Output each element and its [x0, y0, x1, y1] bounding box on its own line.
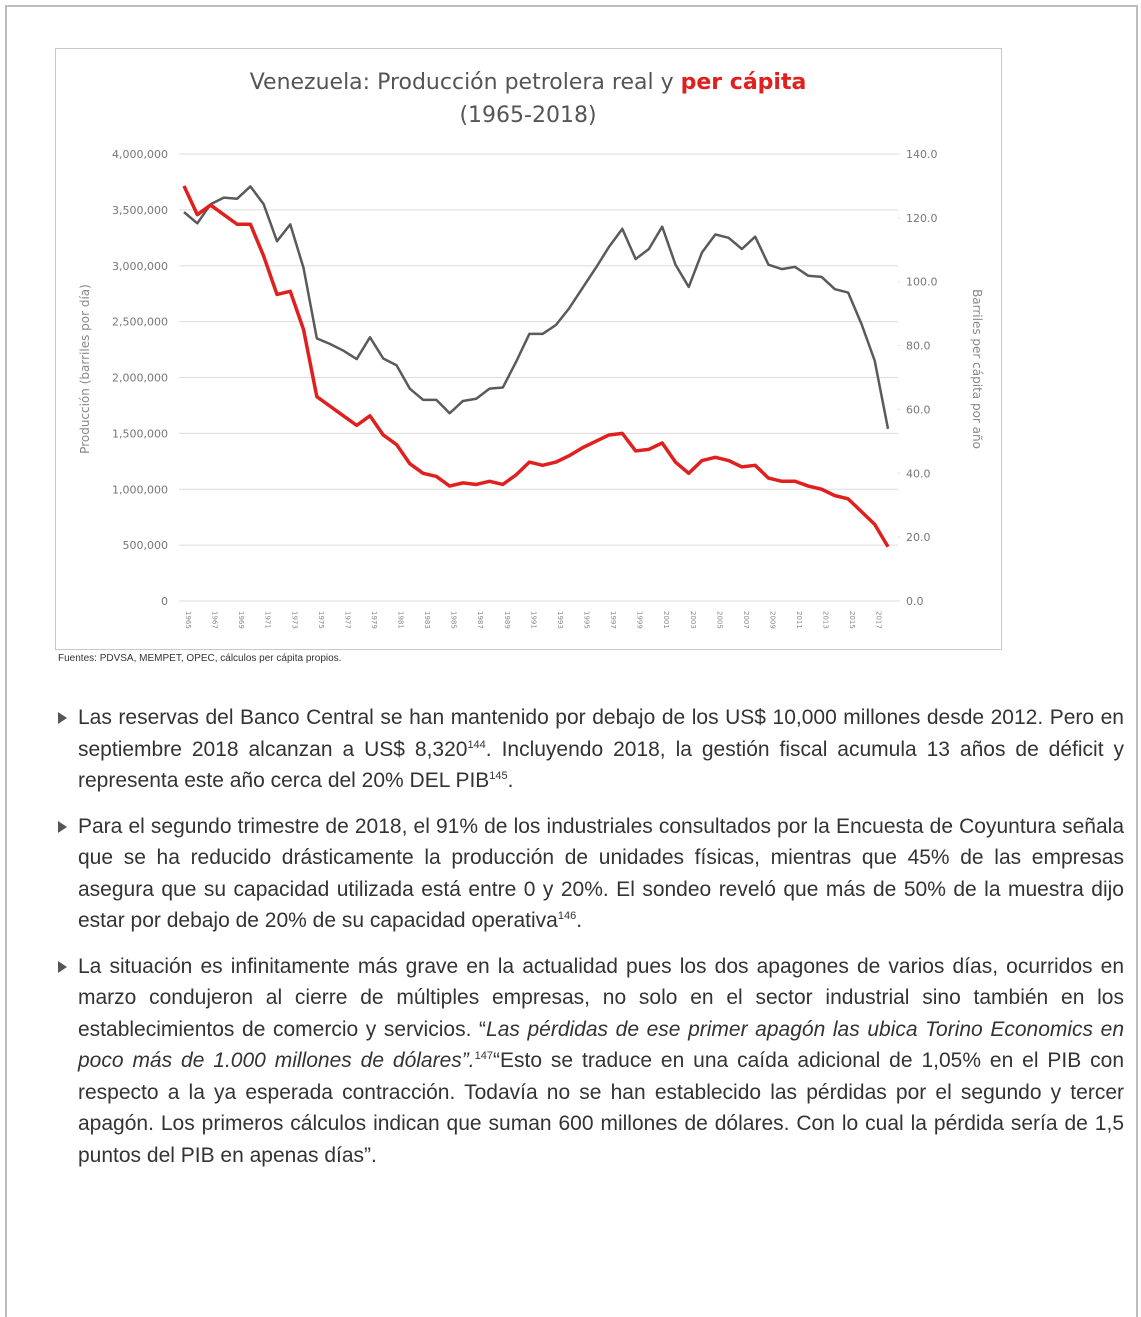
x-tick-label: 1989 — [503, 611, 511, 629]
chart-source: Fuentes: PDVSA, MEMPET, OPEC, cálculos p… — [58, 653, 342, 664]
text-run: Las reservas del Banco Central se han ma… — [78, 706, 1124, 761]
x-tick-label: 1995 — [582, 611, 590, 629]
x-tick-label: 1993 — [556, 611, 564, 629]
bullet-list: Las reservas del Banco Central se han ma… — [56, 702, 1124, 1185]
y2-tick-label: 80.0 — [906, 340, 931, 353]
y2-tick-label: 120.0 — [906, 212, 938, 225]
x-tick-label: 1981 — [397, 611, 405, 629]
text-run: 144 — [467, 738, 486, 751]
text-run: 145 — [489, 770, 508, 782]
x-tick-label: 1977 — [343, 611, 351, 629]
x-tick-label: 2007 — [742, 611, 750, 629]
x-tick-label: 1979 — [370, 611, 378, 629]
page-frame — [5, 5, 1138, 1317]
x-tick-label: 1985 — [450, 611, 458, 629]
x-tick-label: 2011 — [795, 611, 803, 629]
text-run: . Incluyendo 2018, la gestión fiscal acu… — [78, 737, 1124, 793]
bullet: Para el segundo trimestre de 2018, el 91… — [56, 811, 1124, 937]
x-tick-label: 1971 — [264, 611, 272, 629]
text-run: “Esto se traduce en una caída adicional … — [78, 1049, 1125, 1167]
chart: Venezuela: Producción petrolera real y p… — [78, 70, 984, 629]
y-tick-label: 1,000,000 — [112, 483, 168, 496]
series-line — [183, 185, 890, 430]
y-tick-label: 2,500,000 — [112, 316, 168, 329]
x-tick-label: 1983 — [423, 611, 431, 629]
y-tick-label: 0 — [161, 595, 168, 608]
text-run: La situación es infinitamente más grave … — [78, 954, 1124, 1041]
x-tick-label: 1997 — [609, 611, 617, 629]
chart-box: Venezuela: Producción petrolera real y p… — [55, 48, 1002, 650]
series-line — [182, 185, 890, 548]
title-part: Venezuela: Producción petrolera real y — [250, 70, 681, 95]
text-run: . — [507, 769, 514, 792]
chart-title: Venezuela: Producción petrolera real y p… — [250, 70, 807, 95]
x-tick-label: 2015 — [848, 611, 856, 629]
y2-tick-label: 60.0 — [906, 403, 931, 416]
y2-axis-label: Barriles per cápita por año — [970, 289, 984, 449]
x-tick-label: 1987 — [476, 611, 484, 629]
x-tick-label: 2017 — [875, 611, 883, 629]
y-tick-label: 3,500,000 — [112, 204, 168, 217]
y2-tick-label: 100.0 — [906, 276, 938, 289]
x-tick-label: 2009 — [768, 611, 776, 629]
y-tick-label: 2,000,000 — [112, 372, 168, 385]
y-axis-label: Producción (barriles por día) — [78, 284, 92, 454]
y-tick-label: 4,000,000 — [112, 148, 168, 161]
y-tick-label: 1,500,000 — [112, 427, 168, 440]
text-run: 147 — [474, 1050, 493, 1062]
y-tick-label: 3,000,000 — [112, 260, 168, 273]
y2-tick-label: 0.0 — [906, 595, 924, 608]
text-run: . — [576, 909, 583, 932]
x-tick-label: 1969 — [237, 611, 245, 629]
y2-tick-label: 140.0 — [906, 148, 938, 161]
x-tick-label: 1967 — [211, 611, 219, 629]
bullet: La situación es infinitamente más grave … — [56, 951, 1124, 1172]
x-tick-label: 1975 — [317, 611, 325, 629]
x-tick-label: 2005 — [715, 611, 723, 629]
x-tick-label: 2013 — [822, 611, 830, 629]
x-tick-label: 2003 — [689, 611, 697, 629]
y2-tick-label: 40.0 — [906, 467, 931, 480]
text-run: 146 — [557, 910, 577, 922]
text-run: Las pérdidas de ese primer apagón las ub… — [78, 1017, 1124, 1073]
y2-tick-label: 20.0 — [906, 531, 931, 544]
x-tick-label: 1991 — [529, 611, 537, 629]
chart-subtitle: (1965-2018) — [459, 103, 596, 128]
x-tick-label: 1999 — [636, 611, 644, 629]
x-tick-label: 2001 — [662, 611, 670, 629]
x-tick-label: 1973 — [290, 611, 298, 629]
title-part: per cápita — [681, 70, 807, 95]
bullet: Las reservas del Banco Central se han ma… — [56, 702, 1124, 797]
y-tick-label: 500,000 — [123, 539, 169, 552]
x-tick-label: 1965 — [184, 611, 192, 629]
text-run: Para el segundo trimestre de 2018, el 91… — [78, 814, 1124, 933]
